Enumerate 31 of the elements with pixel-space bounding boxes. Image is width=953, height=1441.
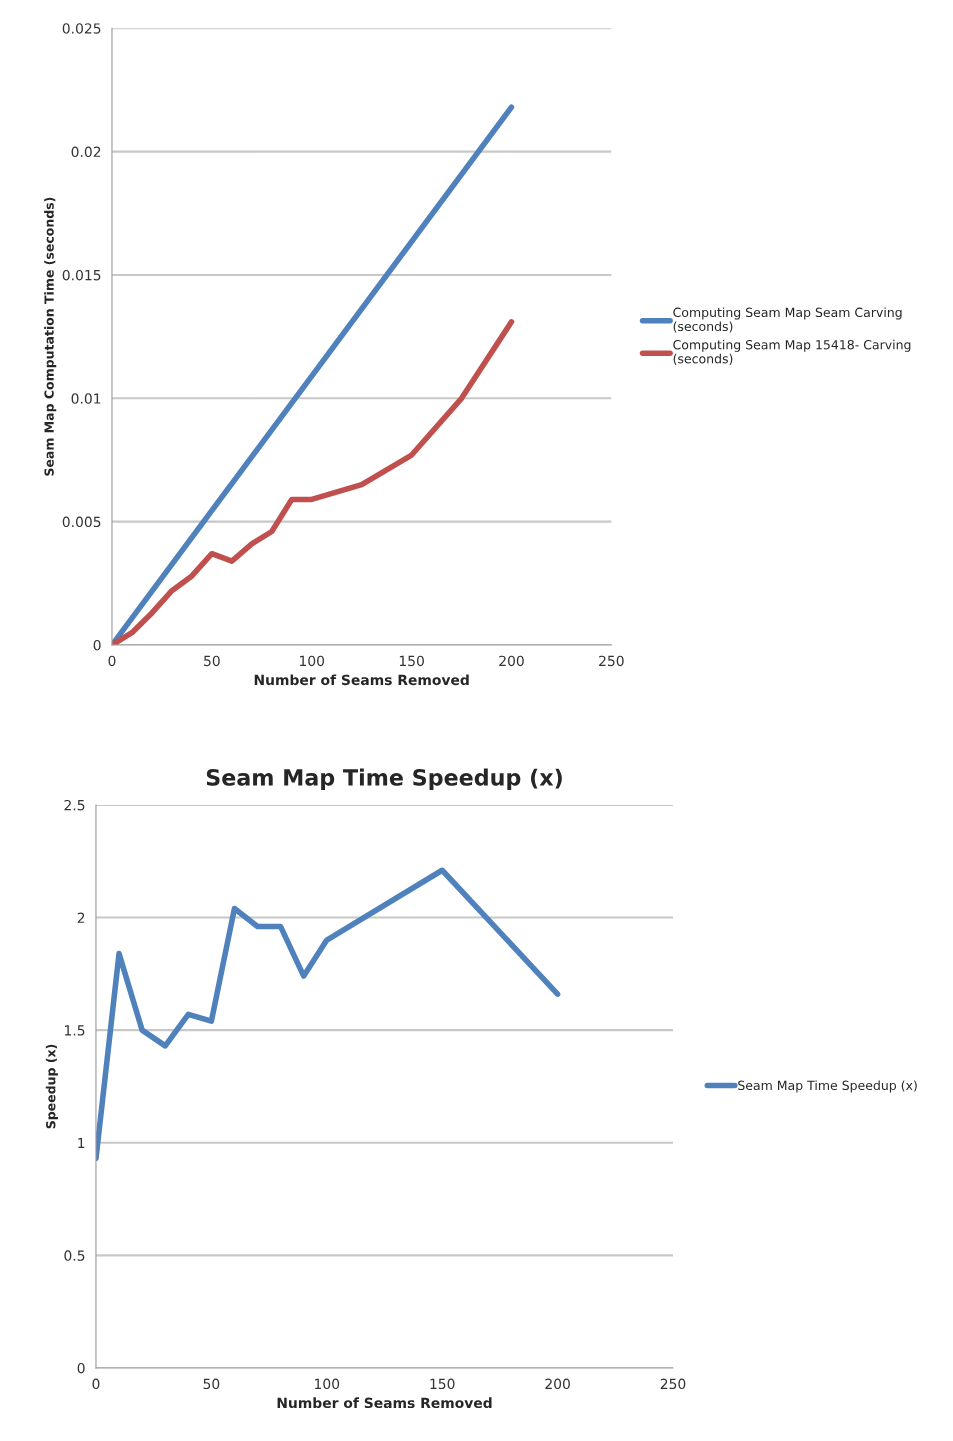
legend-label: Seam Map Time Speedup (x) (738, 1080, 917, 1093)
x-tick-label: 150 (399, 655, 424, 667)
y-tick-label: 2.5 (64, 799, 85, 811)
y-tick-label: 0 (77, 1362, 85, 1374)
x-tick-label: 200 (499, 655, 524, 667)
x-tick-label: 250 (660, 1378, 686, 1390)
y-tick-label: 0.02 (71, 146, 101, 158)
legend-label: Computing Seam Map 15418- Carving (seconds) (673, 339, 911, 365)
y-tick-label: 0.5 (64, 1250, 85, 1261)
y-tick-label: 0.005 (62, 516, 101, 528)
x-tick-label: 150 (430, 1378, 455, 1390)
y-tick-label: 1 (78, 1137, 85, 1149)
y-tick-label: 2 (77, 912, 85, 923)
y-axis-title: Speedup (x) (45, 1044, 58, 1129)
x-axis-title: Number of Seams Removed (277, 1397, 492, 1409)
y-tick-label: 1.5 (64, 1025, 85, 1036)
x-tick-label: 200 (545, 1378, 570, 1390)
x-tick-label: 250 (599, 655, 624, 667)
x-tick-label: 100 (315, 1378, 340, 1390)
y-tick-label: 0.015 (62, 269, 101, 281)
x-tick-label: 100 (300, 655, 325, 667)
y-tick-label: 0.025 (62, 23, 101, 34)
y-tick-label: 0 (93, 639, 101, 651)
legend-label: Computing Seam Map Seam Carving (seconds) (673, 307, 902, 333)
x-tick-label: 0 (108, 655, 116, 667)
y-tick-label: 0.01 (71, 393, 101, 404)
x-tick-label: 50 (204, 655, 220, 667)
y-axis-title: Seam Map Computation Time (seconds) (44, 197, 57, 476)
x-tick-label: 50 (203, 1378, 220, 1390)
x-axis-title: Number of Seams Removed (254, 674, 469, 686)
chart-title: Seam Map Time Speedup (x) (206, 768, 562, 791)
